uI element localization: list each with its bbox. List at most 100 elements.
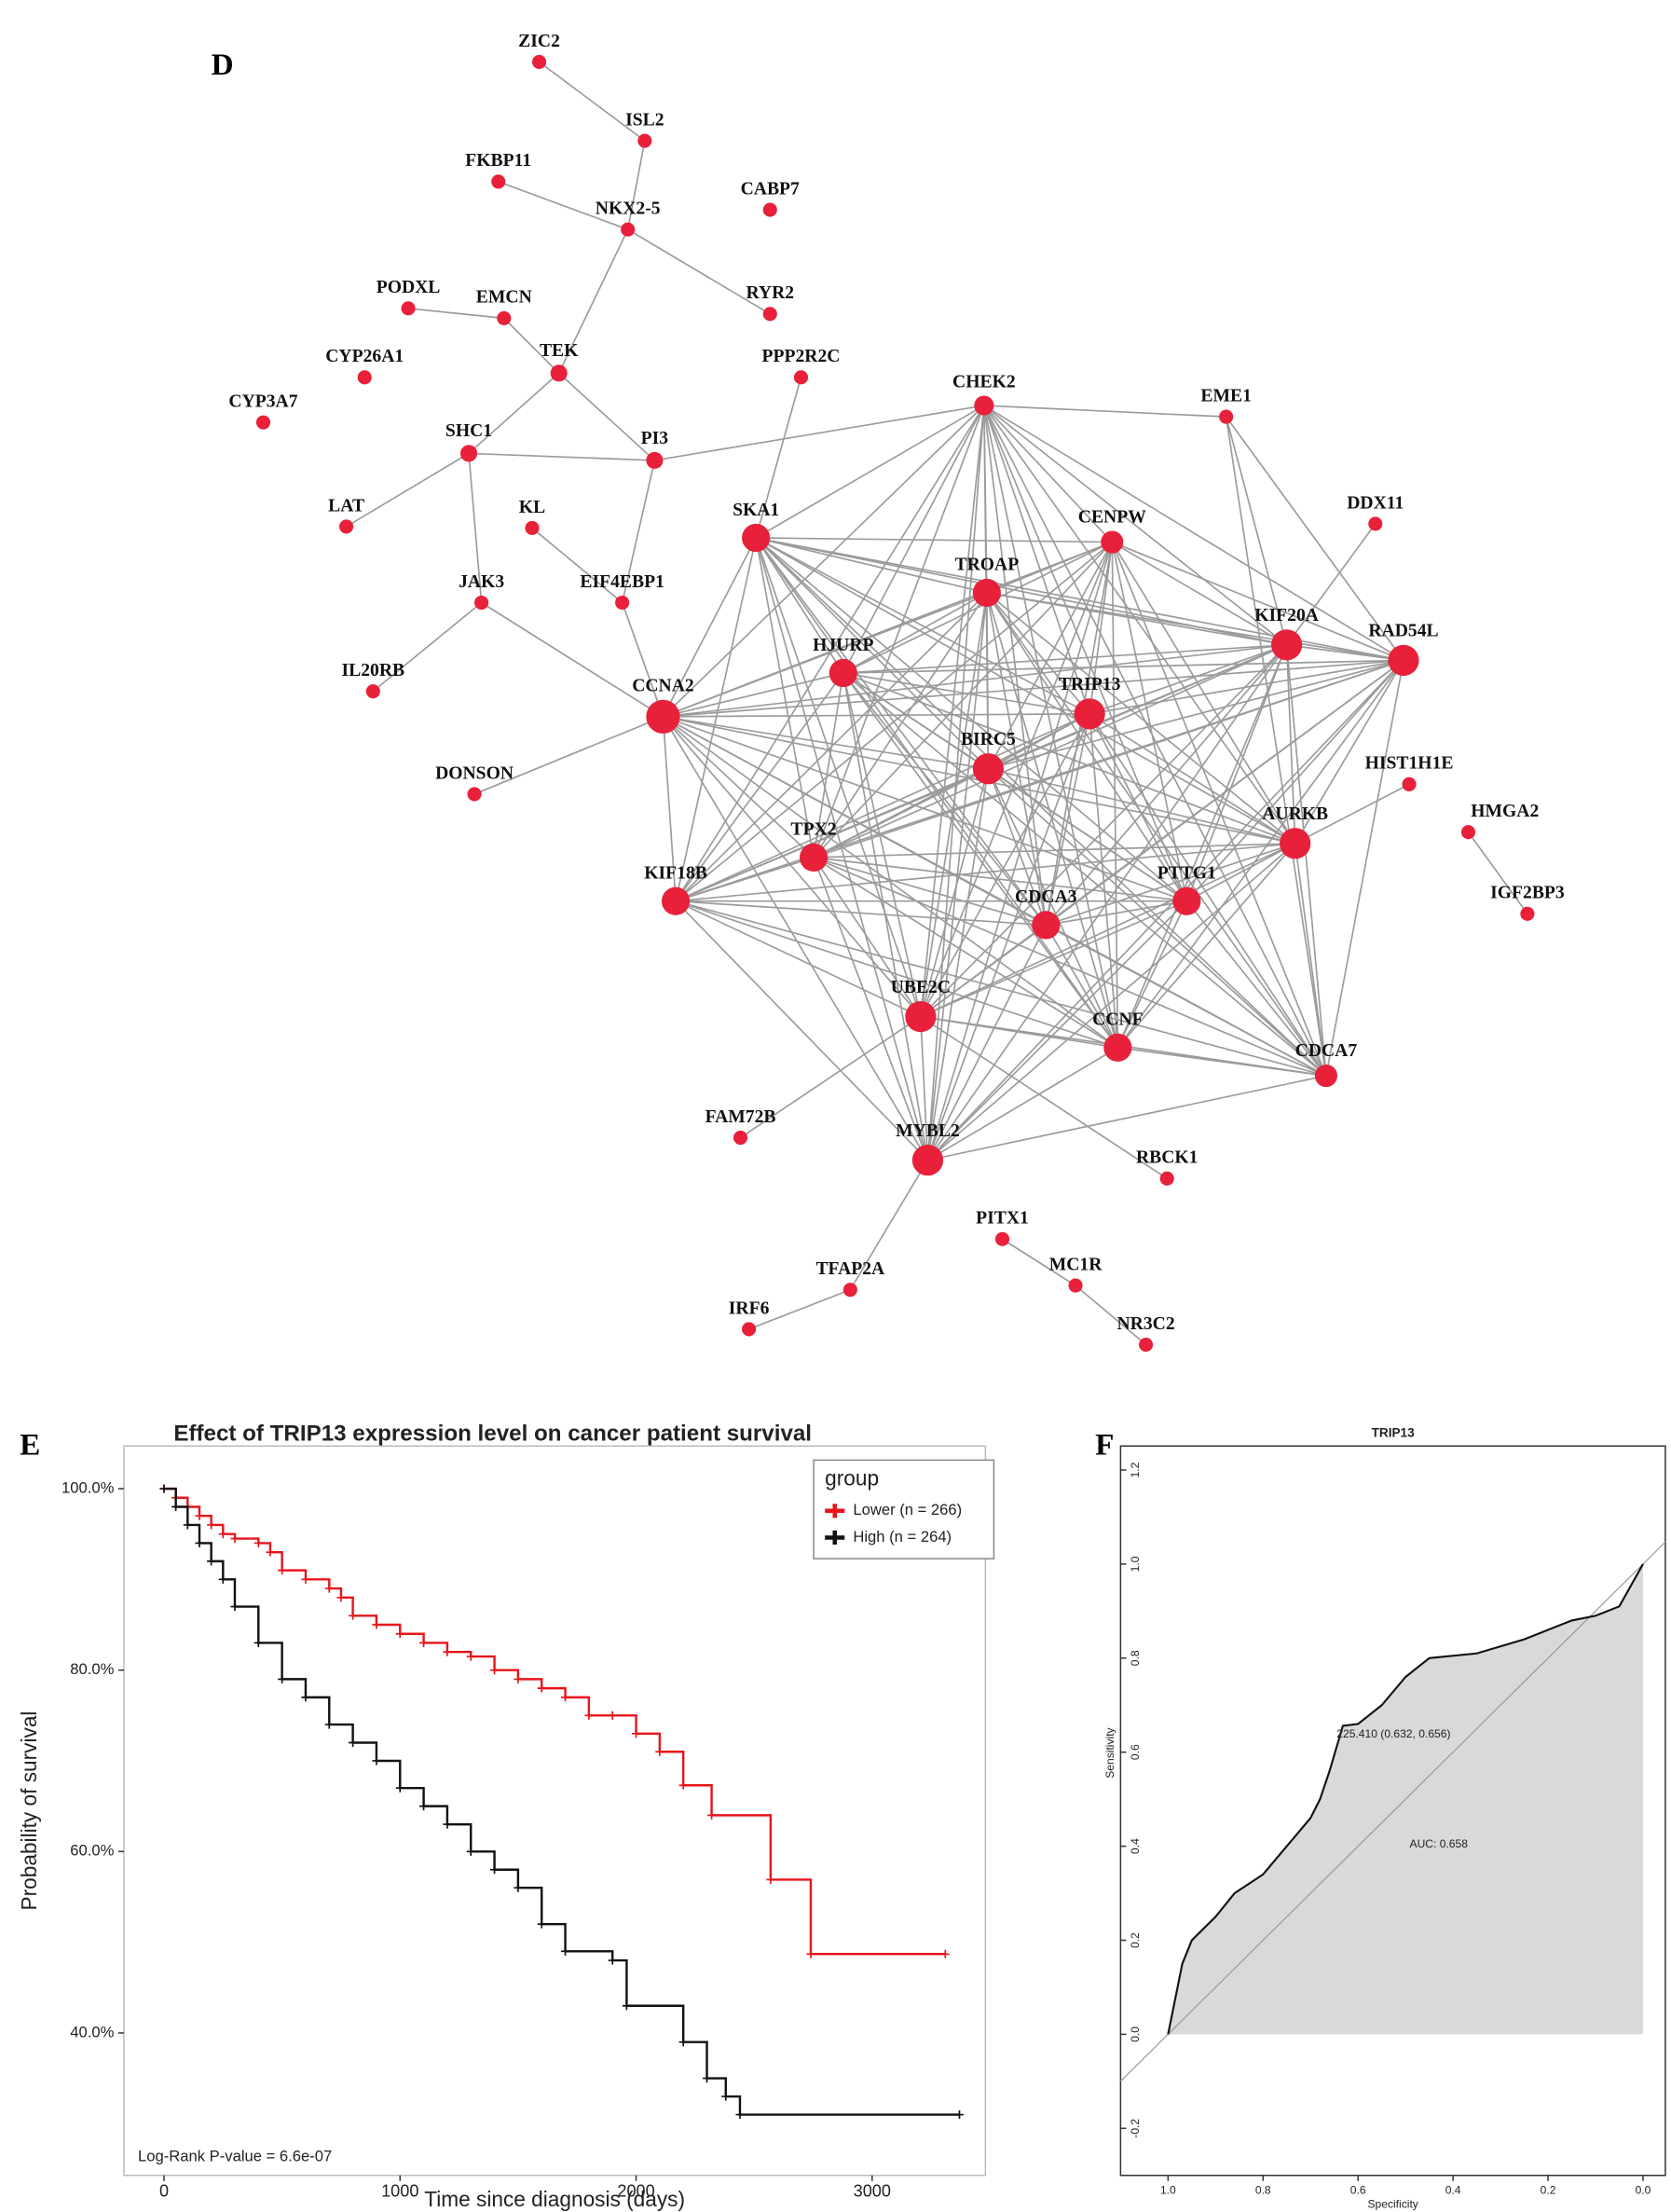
node-label: DONSON (435, 763, 514, 783)
roc-curve (1167, 1563, 1644, 2035)
chart-title: TRIP13 (1372, 1425, 1415, 1439)
edge (983, 405, 1188, 902)
censor-mark (230, 1602, 240, 1612)
node (550, 364, 568, 382)
x-tick-label: 2000 (617, 2182, 654, 2201)
edge (1185, 900, 1327, 1077)
chart-title: Effect of TRIP13 expression level on can… (173, 1422, 812, 1447)
edge (676, 900, 1047, 927)
censor-mark (561, 1693, 570, 1702)
edge (1045, 713, 1090, 926)
censor-mark (443, 1820, 452, 1829)
node-label: MC1R (1049, 1255, 1103, 1274)
edge (987, 768, 1327, 1077)
censor-mark (419, 1802, 429, 1811)
edge (468, 452, 655, 461)
node (742, 1322, 757, 1337)
edge (813, 857, 1118, 1049)
censor-mark (195, 1538, 204, 1547)
node (972, 578, 1001, 608)
x-tick-label: 1.0 (1160, 2184, 1176, 2197)
edge (1111, 542, 1188, 901)
node-label: KIF18B (644, 864, 707, 884)
censor-mark (584, 1711, 594, 1720)
censor-mark (466, 1847, 475, 1856)
node-label: CABP7 (741, 179, 800, 199)
edge (1285, 644, 1327, 1077)
node (994, 1231, 1010, 1246)
edge (1325, 660, 1404, 1077)
plot-frame (123, 1445, 987, 2177)
node (1032, 911, 1061, 940)
edge (1045, 924, 1119, 1049)
edge (983, 405, 1113, 543)
edge (1089, 659, 1404, 715)
edge (926, 900, 1187, 1161)
edge (1294, 783, 1410, 845)
edge (663, 592, 988, 718)
edge (813, 541, 1113, 859)
node (1520, 906, 1535, 921)
x-tick-label: 0 (159, 2182, 169, 2201)
edge (663, 712, 1090, 718)
censor-mark (537, 1683, 546, 1693)
node-label: JAK3 (459, 572, 504, 592)
edge (813, 857, 929, 1161)
edge (675, 857, 815, 902)
censor-mark (806, 1949, 815, 1958)
node-label: MYBL2 (896, 1121, 960, 1141)
node (762, 307, 777, 322)
edge (662, 405, 985, 718)
edge (986, 592, 990, 769)
edge (473, 716, 664, 795)
node (1101, 530, 1124, 554)
edge (987, 768, 1119, 1049)
node (1103, 1033, 1132, 1062)
edge (920, 542, 1114, 1017)
edge (1116, 900, 1188, 1049)
node-label: SKA1 (733, 501, 779, 520)
node-label: LAT (328, 496, 364, 515)
node-label: TROAP (955, 556, 1020, 575)
censor-mark (954, 2109, 965, 2120)
node-label: RYR2 (746, 283, 794, 303)
legend-label: High (n = 264) (853, 1528, 952, 1546)
edge (503, 317, 560, 374)
edge (662, 716, 677, 901)
edge (983, 405, 1404, 662)
node (793, 370, 809, 385)
edge (675, 900, 1118, 1049)
edge (654, 405, 984, 461)
censor-mark (419, 1638, 429, 1648)
edge (1286, 643, 1404, 662)
node (742, 523, 771, 553)
y-tick-label: 0.8 (1129, 1650, 1142, 1666)
edge (1225, 416, 1404, 661)
node (365, 684, 380, 699)
edge (983, 405, 1048, 926)
edge (926, 843, 1296, 1161)
edge (926, 925, 1048, 1161)
censor-mark (721, 2092, 731, 2101)
annotation: AUC: 0.658 (1410, 1837, 1469, 1850)
edge (468, 372, 560, 455)
y-tick-label: 40.0% (70, 2023, 114, 2040)
reference-diagonal (1119, 1541, 1666, 2082)
node-label: PITX1 (976, 1209, 1029, 1229)
edge (748, 1288, 851, 1330)
edges (346, 61, 1528, 1346)
edge (662, 716, 922, 1018)
node-label: KIF20A (1254, 606, 1320, 625)
node-label: CDCA7 (1295, 1041, 1358, 1061)
node (615, 595, 630, 611)
node-label: CYP3A7 (228, 392, 297, 412)
edge (1294, 660, 1404, 845)
panel-label: F (1095, 1427, 1114, 1462)
censor-mark (655, 1747, 664, 1756)
node (733, 1130, 748, 1146)
node-label: AURKB (1262, 804, 1328, 824)
edge (407, 307, 504, 320)
edge (675, 713, 1090, 902)
edge (1075, 1285, 1147, 1346)
